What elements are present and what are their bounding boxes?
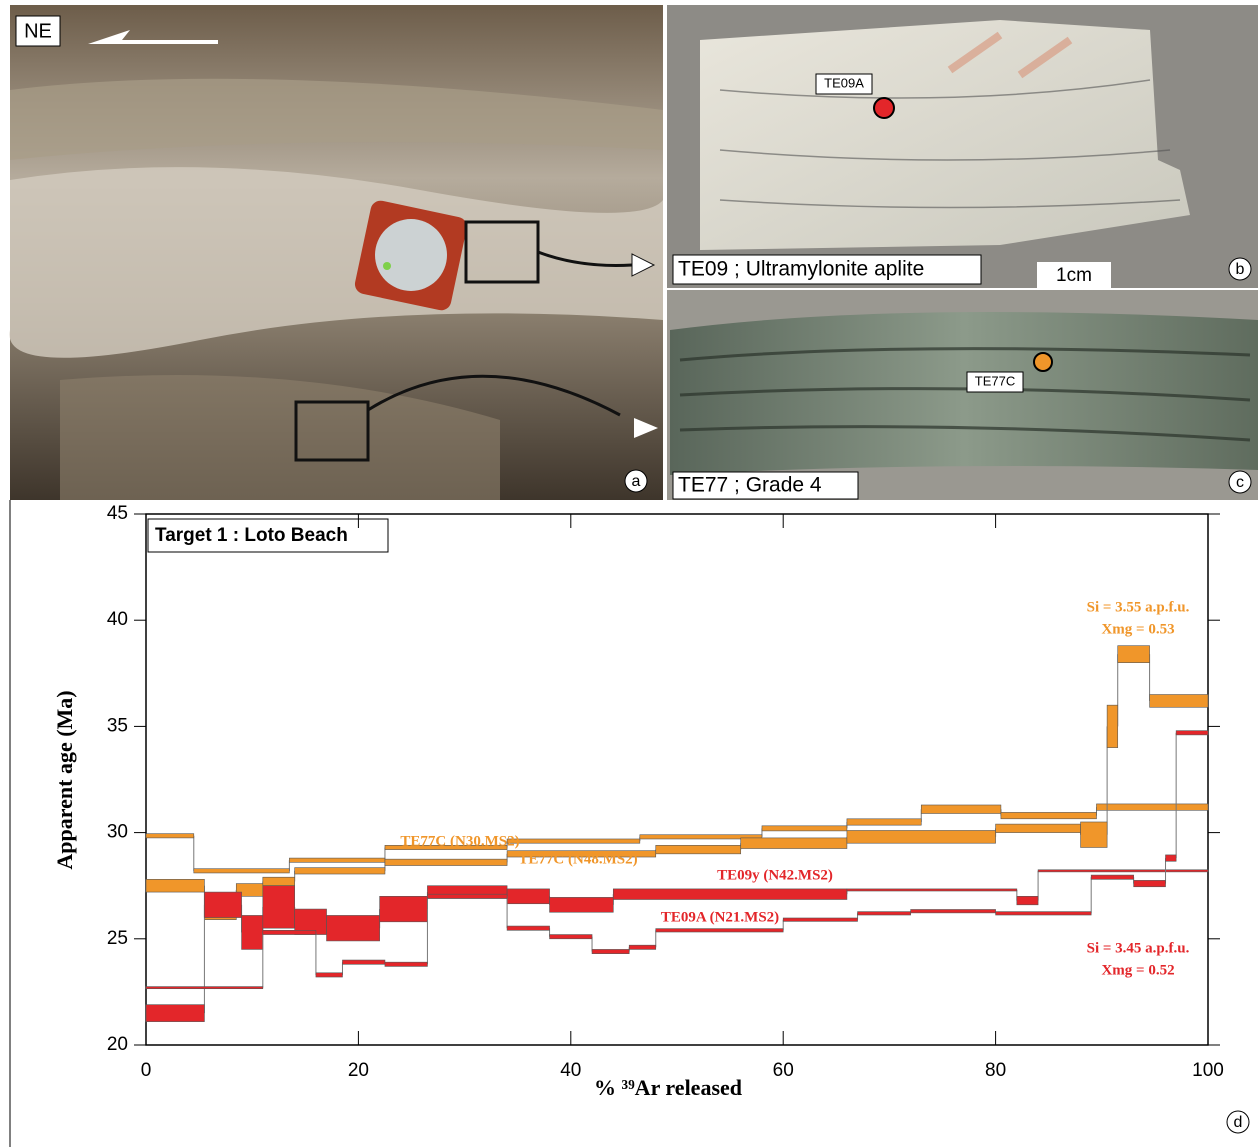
step-box bbox=[920, 804, 1002, 814]
annotation: Xmg = 0.52 bbox=[1101, 962, 1174, 978]
step-box bbox=[262, 930, 317, 935]
step-box bbox=[846, 830, 996, 844]
step-box bbox=[193, 868, 290, 874]
series-label: TE09y (N42.MS2) bbox=[717, 867, 833, 883]
panel-caption: TE09 ; Ultramylonite aplite bbox=[678, 258, 924, 281]
step-box bbox=[846, 888, 1018, 892]
step-box bbox=[1037, 869, 1209, 873]
step-box bbox=[241, 915, 264, 950]
step-box bbox=[506, 838, 641, 844]
y-tick-label: 20 bbox=[107, 1034, 128, 1055]
annotation: Si = 3.55 a.p.f.u. bbox=[1087, 599, 1190, 615]
step-box bbox=[145, 986, 264, 990]
step-box bbox=[995, 911, 1092, 916]
step-box bbox=[506, 888, 550, 905]
step-box bbox=[782, 917, 858, 922]
panel-label: d bbox=[1234, 1114, 1243, 1131]
photo-c: TE77C TE77 ; Grade 4 c bbox=[667, 290, 1258, 500]
step-box bbox=[379, 896, 428, 923]
step-box bbox=[612, 888, 848, 900]
title-box bbox=[147, 518, 389, 553]
step-box bbox=[1016, 896, 1039, 906]
x-tick-label: 40 bbox=[560, 1060, 581, 1081]
panel-label: c bbox=[1236, 474, 1244, 491]
step-box bbox=[549, 934, 593, 940]
y-tick-label: 40 bbox=[107, 609, 128, 630]
plot-frame bbox=[145, 513, 1209, 1046]
step-box bbox=[342, 959, 386, 965]
step-box bbox=[1133, 880, 1166, 888]
step-box bbox=[910, 909, 996, 914]
x-tick-label: 100 bbox=[1192, 1060, 1224, 1081]
step-box bbox=[384, 858, 508, 866]
step-box bbox=[740, 837, 848, 849]
step-box bbox=[315, 972, 343, 978]
step-box bbox=[326, 915, 380, 942]
y-tick-label: 45 bbox=[107, 503, 128, 524]
step-box bbox=[506, 925, 550, 931]
step-box bbox=[628, 944, 657, 950]
photo-b: TE09A TE09 ; Ultramylonite aplite 1cm b bbox=[667, 5, 1258, 302]
step-box bbox=[1080, 821, 1108, 848]
y-tick-label: 35 bbox=[107, 715, 128, 736]
step-box bbox=[1117, 645, 1150, 663]
step-box bbox=[262, 885, 295, 929]
step-box bbox=[1096, 803, 1209, 811]
sample-label: TE77C bbox=[975, 373, 1015, 388]
orientation-label: NE bbox=[24, 20, 52, 42]
annotation: Xmg = 0.53 bbox=[1101, 621, 1174, 637]
y-tick-label: 25 bbox=[107, 928, 128, 949]
panel-label: b bbox=[1236, 261, 1245, 278]
step-box bbox=[1149, 694, 1209, 708]
step-box bbox=[145, 833, 195, 839]
step-box bbox=[384, 961, 428, 967]
step-box bbox=[145, 879, 205, 893]
step-box bbox=[846, 818, 922, 826]
x-tick-label: 0 bbox=[141, 1060, 152, 1081]
step-box bbox=[145, 1004, 205, 1022]
step-box bbox=[427, 893, 508, 899]
x-tick-label: 20 bbox=[348, 1060, 369, 1081]
chart-title: Target 1 : Loto Beach bbox=[155, 525, 348, 546]
step-box bbox=[1165, 854, 1177, 862]
step-box bbox=[1000, 812, 1097, 820]
x-axis-label: % ³⁹Ar released bbox=[594, 1075, 742, 1100]
step-box bbox=[289, 857, 386, 863]
scale-label: 1cm bbox=[1056, 265, 1092, 286]
step-box bbox=[1175, 730, 1209, 736]
step-box bbox=[655, 928, 784, 933]
panel-caption: TE77 ; Grade 4 bbox=[678, 474, 822, 497]
step-box bbox=[591, 949, 630, 954]
step-box bbox=[262, 876, 295, 886]
step-box bbox=[549, 897, 614, 913]
step-box bbox=[857, 911, 911, 916]
y-axis-label: Apparent age (Ma) bbox=[52, 690, 77, 869]
step-box bbox=[639, 834, 763, 840]
series-label: TE77C (N48.MS2) bbox=[518, 851, 637, 867]
panel-label: a bbox=[632, 473, 641, 490]
sample-label: TE09A bbox=[824, 75, 864, 90]
x-tick-label: 60 bbox=[773, 1060, 794, 1081]
series-label: TE09A (N21.MS2) bbox=[661, 909, 779, 925]
series-label: TE77C (N30.MS2) bbox=[400, 833, 519, 849]
panel-badge bbox=[1226, 1110, 1250, 1134]
step-box bbox=[761, 825, 848, 832]
step-box bbox=[294, 867, 386, 875]
step-box bbox=[1090, 874, 1134, 880]
step-box bbox=[655, 845, 742, 855]
step-box bbox=[384, 845, 508, 850]
y-tick-label: 30 bbox=[107, 822, 128, 843]
step-box bbox=[1106, 704, 1119, 748]
annotation: Si = 3.45 a.p.f.u. bbox=[1087, 940, 1190, 956]
x-tick-label: 80 bbox=[985, 1060, 1006, 1081]
step-box bbox=[204, 891, 242, 918]
photo-a: NE a bbox=[9, 5, 663, 500]
step-box bbox=[995, 823, 1081, 833]
